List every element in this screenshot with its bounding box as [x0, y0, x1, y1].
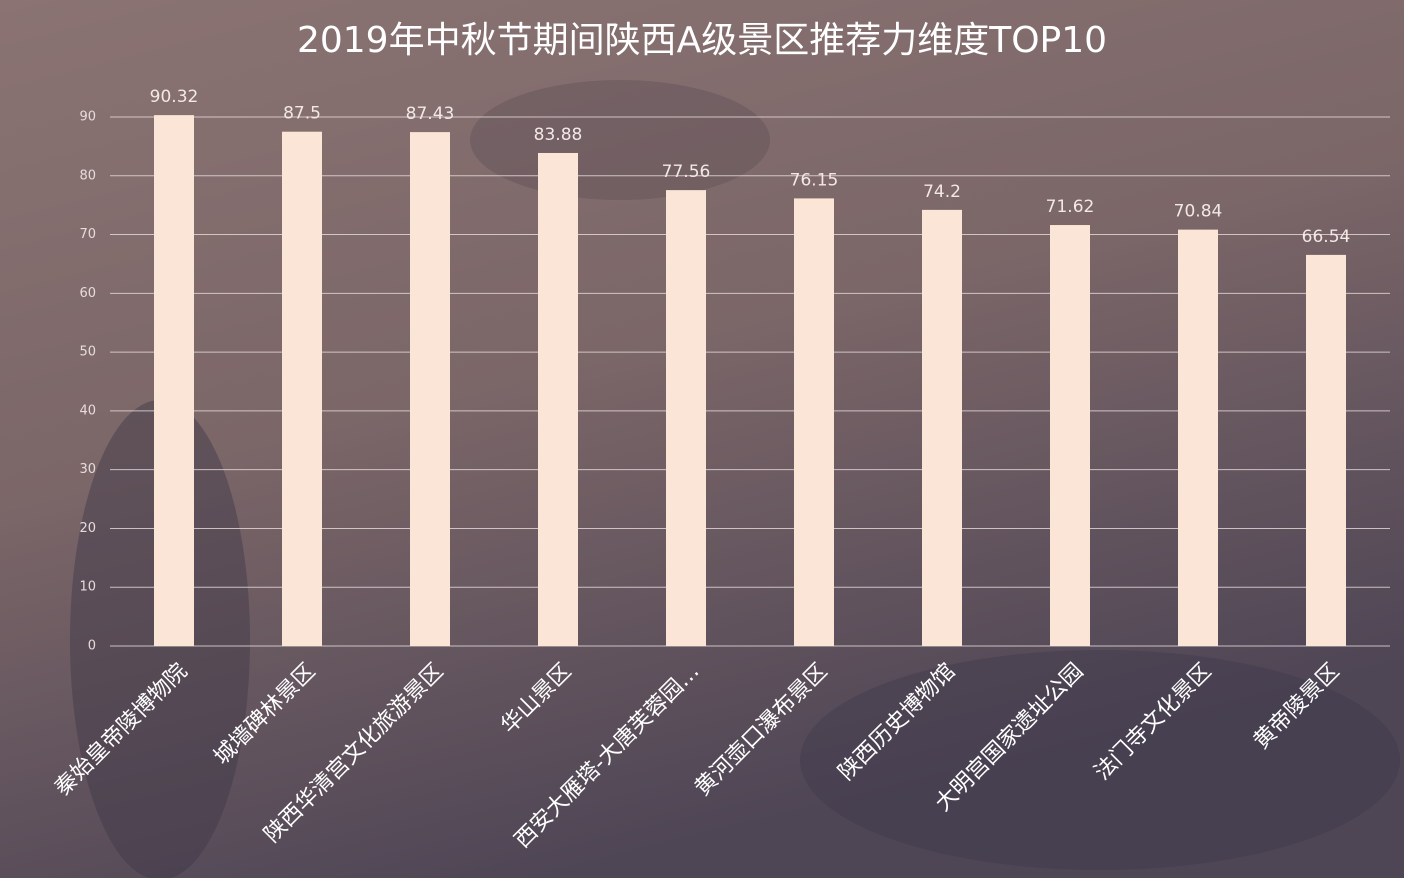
value-label: 83.88 [534, 125, 583, 145]
value-label: 66.54 [1302, 227, 1351, 247]
y-tick-label: 20 [79, 521, 96, 536]
bar [922, 209, 962, 646]
value-label: 77.56 [662, 162, 711, 182]
bar [154, 115, 194, 646]
bar [666, 190, 706, 646]
bar [1050, 225, 1090, 646]
y-tick-label: 50 [79, 345, 96, 360]
bar [1178, 229, 1218, 646]
decor [800, 650, 1400, 870]
y-tick-label: 70 [79, 227, 96, 242]
chart-title: 2019年中秋节期间陕西A级景区推荐力维度TOP10 [297, 20, 1107, 61]
y-tick-label: 30 [79, 462, 96, 477]
y-tick-label: 10 [79, 580, 96, 595]
y-tick-label: 90 [79, 110, 96, 125]
value-label: 74.2 [923, 182, 961, 202]
value-label: 71.62 [1046, 197, 1095, 217]
bar [1306, 254, 1346, 646]
value-label: 87.43 [406, 104, 455, 124]
value-label: 70.84 [1174, 202, 1223, 222]
bar [410, 132, 450, 646]
y-tick-label: 80 [79, 168, 96, 183]
y-tick-label: 40 [79, 403, 96, 418]
value-label: 76.15 [790, 170, 839, 190]
value-label: 90.32 [150, 87, 199, 107]
bar [282, 131, 322, 646]
bar [538, 152, 578, 647]
value-label: 87.5 [283, 104, 321, 124]
decor [470, 80, 770, 200]
y-tick-label: 60 [79, 286, 96, 301]
y-tick-label: 0 [88, 639, 96, 654]
bar [794, 198, 834, 646]
